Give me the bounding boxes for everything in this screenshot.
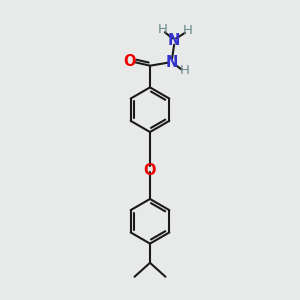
Text: H: H bbox=[183, 25, 193, 38]
Text: O: O bbox=[144, 163, 156, 178]
Text: N: N bbox=[166, 55, 178, 70]
Text: O: O bbox=[123, 53, 136, 68]
Text: N: N bbox=[168, 33, 180, 48]
Text: H: H bbox=[180, 64, 190, 77]
Text: H: H bbox=[158, 23, 167, 36]
